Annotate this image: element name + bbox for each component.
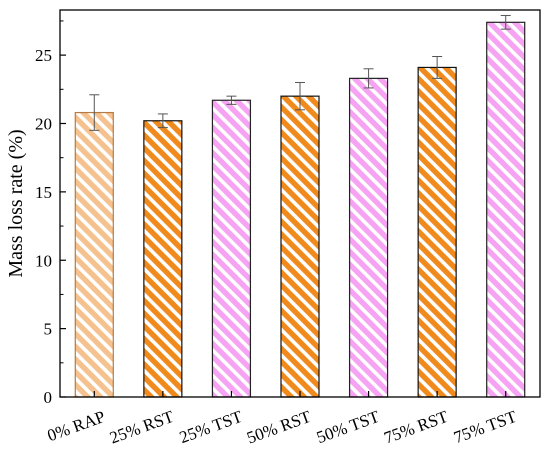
bar-25-tst [211, 99, 252, 398]
error-bar [295, 81, 305, 111]
x-tick-label: 0% RAP [45, 407, 108, 445]
y-axis: 0 5 10 15 20 25 [35, 20, 66, 407]
x-tick-label: 25% RST [107, 407, 177, 448]
x-tick-label: 50% TST [314, 407, 382, 447]
bar-75-rst [417, 66, 457, 398]
x-tick-label: 25% TST [177, 407, 245, 447]
error-bar [432, 55, 443, 79]
y-tick-label: 5 [44, 320, 53, 339]
error-bars [89, 14, 511, 131]
bar-0-rap [74, 111, 114, 398]
error-bar [500, 14, 511, 30]
y-tick-label: 20 [35, 115, 52, 134]
bars [74, 21, 526, 398]
x-tick-label: 75% TST [451, 407, 519, 447]
bar-25-rst [143, 120, 183, 398]
y-axis-title: Mass loss rate (%) [5, 129, 27, 277]
bar-50-tst [348, 77, 389, 398]
bar-75-tst [486, 21, 526, 398]
y-tick-label: 15 [35, 183, 52, 202]
x-tick-label: 50% RST [244, 407, 314, 448]
error-bar [363, 68, 374, 89]
error-bar [157, 113, 168, 129]
y-tick-label: 0 [44, 388, 53, 407]
bar-50-rst [280, 95, 320, 398]
error-bar [226, 95, 237, 105]
error-bar [89, 94, 100, 131]
y-tick-label: 10 [35, 251, 52, 270]
y-tick-label: 25 [35, 46, 52, 65]
x-tick-label: 75% RST [381, 407, 451, 448]
x-axis: 0% RAP 25% RST 25% TST 50% RST 50% TST 75% RS… [45, 391, 520, 448]
